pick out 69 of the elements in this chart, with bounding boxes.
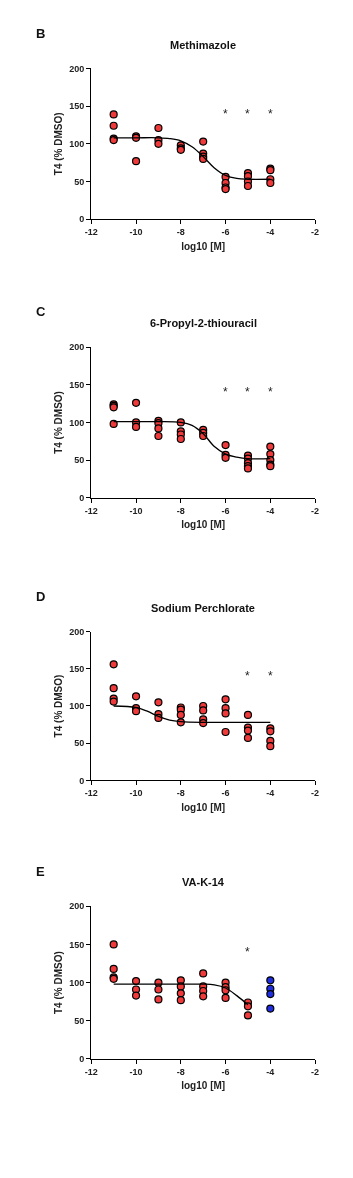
y-tick-label: 200 [69,626,85,637]
x-axis-title: log10 [M] [181,519,226,531]
x-tick-label: -4 [266,1066,275,1077]
y-tick-label: 100 [69,138,85,149]
y-axis-title: T4 (% DMSO) [53,674,65,738]
x-tick-label: -10 [129,788,143,799]
y-tick-label: 200 [69,342,85,353]
y-tick-label: 150 [69,939,85,950]
y-tick-label: 0 [79,214,85,225]
y-tick-label: 50 [74,1015,85,1026]
y-tick-label: 100 [69,977,85,988]
y-tick-label: 50 [74,738,85,749]
x-tick-label: -12 [84,227,98,238]
x-tick-label: -6 [221,788,230,799]
y-tick-label: 150 [69,379,85,390]
x-tick-label: -2 [311,505,320,516]
x-axis-title: log10 [M] [181,801,226,813]
y-tick-label: 200 [69,901,85,912]
x-tick-label: -8 [176,1066,185,1077]
y-tick-label: 100 [69,417,85,428]
x-tick-label: -2 [311,1066,320,1077]
x-tick-label: -8 [176,227,185,238]
y-tick-label: 50 [74,455,85,466]
y-axis-title: T4 (% DMSO) [53,951,65,1015]
x-tick-label: -8 [176,788,185,799]
x-tick-label: -12 [84,505,98,516]
x-tick-label: -8 [176,505,185,516]
x-tick-label: -6 [221,227,230,238]
x-tick-label: -10 [129,505,143,516]
text: C [36,304,46,319]
y-tick-label: 50 [74,176,85,187]
chart-title: Methimazole [170,39,237,51]
annotation: * [245,669,250,683]
y-axis-title: T4 (% DMSO) [53,391,65,454]
x-tick-label: -12 [84,1066,98,1077]
annotation: * [223,385,228,399]
chart-title: 6-Propyl-2-thiouracil [150,317,257,329]
text: D [36,589,46,604]
chart-title: Sodium Perchlorate [151,602,255,614]
annotation: * [245,945,250,959]
annotation: * [268,669,273,683]
x-tick-label: -6 [221,505,230,516]
x-tick-label: -4 [266,788,275,799]
text: E [36,864,45,879]
x-tick-label: -12 [84,788,98,799]
x-axis-title: log10 [M] [181,240,226,252]
y-tick-label: 150 [69,663,85,674]
y-tick-label: 100 [69,701,85,712]
x-tick-label: -2 [311,227,320,238]
x-tick-label: -4 [266,227,275,238]
x-axis-title: log10 [M] [181,1080,226,1092]
x-tick-label: -10 [129,1066,143,1077]
y-axis-title: T4 (% DMSO) [53,112,65,176]
annotation: * [245,107,250,121]
x-tick-label: -10 [129,227,143,238]
text: B [36,26,46,41]
x-tick-label: -4 [266,505,275,516]
chart-title: VA-K-14 [182,876,225,888]
annotation: * [245,385,250,399]
annotation: * [223,107,228,121]
y-tick-label: 150 [69,101,85,112]
y-tick-label: 0 [79,492,85,503]
y-tick-label: 0 [79,775,85,786]
annotation: * [268,107,273,121]
x-tick-label: -2 [311,788,320,799]
y-tick-label: 200 [69,63,85,74]
x-tick-label: -6 [221,1066,230,1077]
y-tick-label: 0 [79,1054,85,1065]
annotation: * [268,385,273,399]
